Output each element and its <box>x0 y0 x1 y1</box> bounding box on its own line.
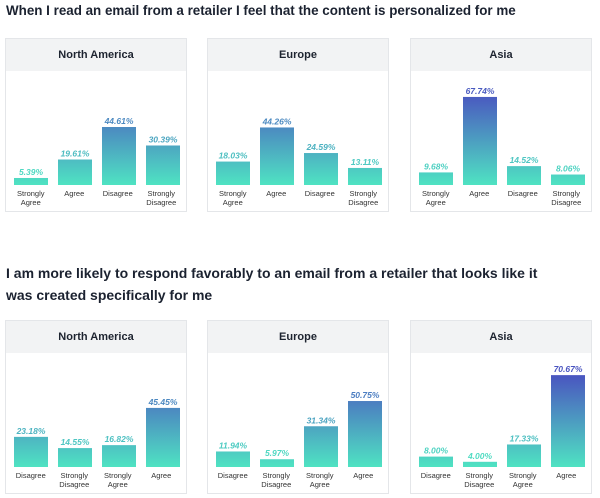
value-label: 24.59% <box>306 142 336 152</box>
category-labels: Disagree Strongly Disagree Strongly Agree A… <box>6 471 186 489</box>
category-label: Strongly Agree <box>218 189 247 207</box>
bar <box>102 127 136 185</box>
category-labels: Strongly Agree Agree Disagree Strongly Disa… <box>411 189 591 207</box>
category-label: Strongly Agree <box>16 189 45 207</box>
value-label: 31.34% <box>307 415 336 425</box>
plot: 23.18% 14.55% 16.82% 45.45% <box>14 397 180 467</box>
value-label: 4.00% <box>467 451 493 461</box>
category-label: Agree <box>64 189 85 198</box>
panel: Asia 8.00% 4.00% 17.33% 70.67% Disagree Strong… <box>410 320 592 494</box>
category-label: Disagree <box>102 189 133 198</box>
plot: 5.39% 19.61% 44.61% 30.39% <box>14 116 180 185</box>
bar <box>102 445 136 467</box>
bar <box>348 167 382 185</box>
plot: 18.03% 44.26% 24.59% 13.11% <box>216 116 382 185</box>
category-label: Strongly Agree <box>103 471 132 489</box>
value-label: 44.61% <box>104 116 134 126</box>
bar <box>551 174 585 185</box>
bar <box>146 145 180 185</box>
bar <box>551 375 585 467</box>
panel-title: North America <box>6 321 186 353</box>
bar <box>348 401 382 467</box>
bar <box>304 426 338 467</box>
value-label: 14.52% <box>510 155 539 165</box>
value-label: 14.55% <box>61 437 90 447</box>
value-label: 67.74% <box>466 86 495 96</box>
bar <box>260 127 294 185</box>
panel: Asia 9.68% 67.74% 14.52% 8.06% Strongly Agree… <box>410 38 592 212</box>
category-label: Agree <box>353 471 374 480</box>
bar <box>260 459 294 467</box>
bar <box>58 159 92 185</box>
panel-title: Europe <box>208 321 388 353</box>
category-label: Strongly Agree <box>421 189 450 207</box>
value-label: 50.75% <box>351 390 380 400</box>
value-label: 8.06% <box>556 164 581 174</box>
category-label: Agree <box>469 189 490 198</box>
value-label: 5.97% <box>265 448 290 458</box>
plot: 11.94% 5.97% 31.34% 50.75% <box>216 390 382 467</box>
bar <box>419 456 453 467</box>
category-label: Disagree <box>507 189 538 198</box>
bar <box>146 407 180 467</box>
bar <box>507 166 541 185</box>
category-label: Strongly Disagree <box>261 471 292 489</box>
value-label: 44.26% <box>262 116 292 126</box>
value-label: 70.67% <box>554 364 583 374</box>
panel-title: Asia <box>411 39 591 71</box>
value-label: 5.39% <box>19 167 44 177</box>
bar <box>507 444 541 467</box>
bar <box>216 161 250 185</box>
category-label: Strongly Disagree <box>348 189 379 207</box>
heading: When I read an email from a retailer I f… <box>6 3 516 18</box>
category-label: Disagree <box>420 471 451 480</box>
panel-title: Asia <box>411 321 591 353</box>
category-label: Agree <box>556 471 577 480</box>
value-label: 30.39% <box>149 134 178 144</box>
category-labels: Disagree Strongly Disagree Strongly Agree A… <box>411 471 591 489</box>
panel-title: North America <box>6 39 186 71</box>
value-label: 19.61% <box>61 149 90 159</box>
value-label: 23.18% <box>16 426 46 436</box>
value-label: 18.03% <box>219 151 248 161</box>
value-label: 17.33% <box>510 433 539 443</box>
bar <box>14 436 48 467</box>
plot: 8.00% 4.00% 17.33% 70.67% <box>419 364 585 467</box>
bar <box>463 461 497 467</box>
bar <box>58 448 92 467</box>
bar <box>14 177 48 185</box>
panel: Europe 11.94% 5.97% 31.34% 50.75% Disagree Str… <box>207 320 389 494</box>
panel: North America 5.39% 19.61% 44.61% 30.39% Stro… <box>5 38 187 212</box>
category-label: Disagree <box>15 471 46 480</box>
panel: Europe 18.03% 44.26% 24.59% 13.11% Strongly A… <box>207 38 389 212</box>
category-label: Strongly Disagree <box>146 189 177 207</box>
category-labels: Disagree Strongly Disagree Strongly Agree A… <box>208 471 388 489</box>
category-label: Strongly Disagree <box>59 471 90 489</box>
panel-title: Europe <box>208 39 388 71</box>
category-label: Strongly Agree <box>305 471 334 489</box>
value-label: 45.45% <box>148 397 178 407</box>
heading: I am more likely to respond favorably to… <box>6 265 538 303</box>
panel: North America 23.18% 14.55% 16.82% 45.45% Dis… <box>5 320 187 494</box>
category-label: Strongly Disagree <box>551 189 582 207</box>
bar <box>419 172 453 185</box>
category-label: Agree <box>151 471 172 480</box>
category-label: Strongly Disagree <box>464 471 495 489</box>
category-labels: Strongly Agree Agree Disagree Strongly Disa… <box>208 189 388 207</box>
value-label: 8.00% <box>424 446 449 456</box>
value-label: 13.11% <box>351 157 380 167</box>
category-label: Disagree <box>217 471 248 480</box>
category-label: Agree <box>266 189 287 198</box>
bar <box>463 96 497 185</box>
value-label: 9.68% <box>424 161 449 171</box>
bar <box>216 451 250 467</box>
category-label: Disagree <box>304 189 335 198</box>
value-label: 11.94% <box>219 440 248 450</box>
category-labels: Strongly Agree Agree Disagree Strongly Disa… <box>6 189 186 207</box>
plot: 9.68% 67.74% 14.52% 8.06% <box>419 86 585 185</box>
value-label: 16.82% <box>105 434 134 444</box>
bar <box>304 153 338 185</box>
category-label: Strongly Agree <box>508 471 537 489</box>
